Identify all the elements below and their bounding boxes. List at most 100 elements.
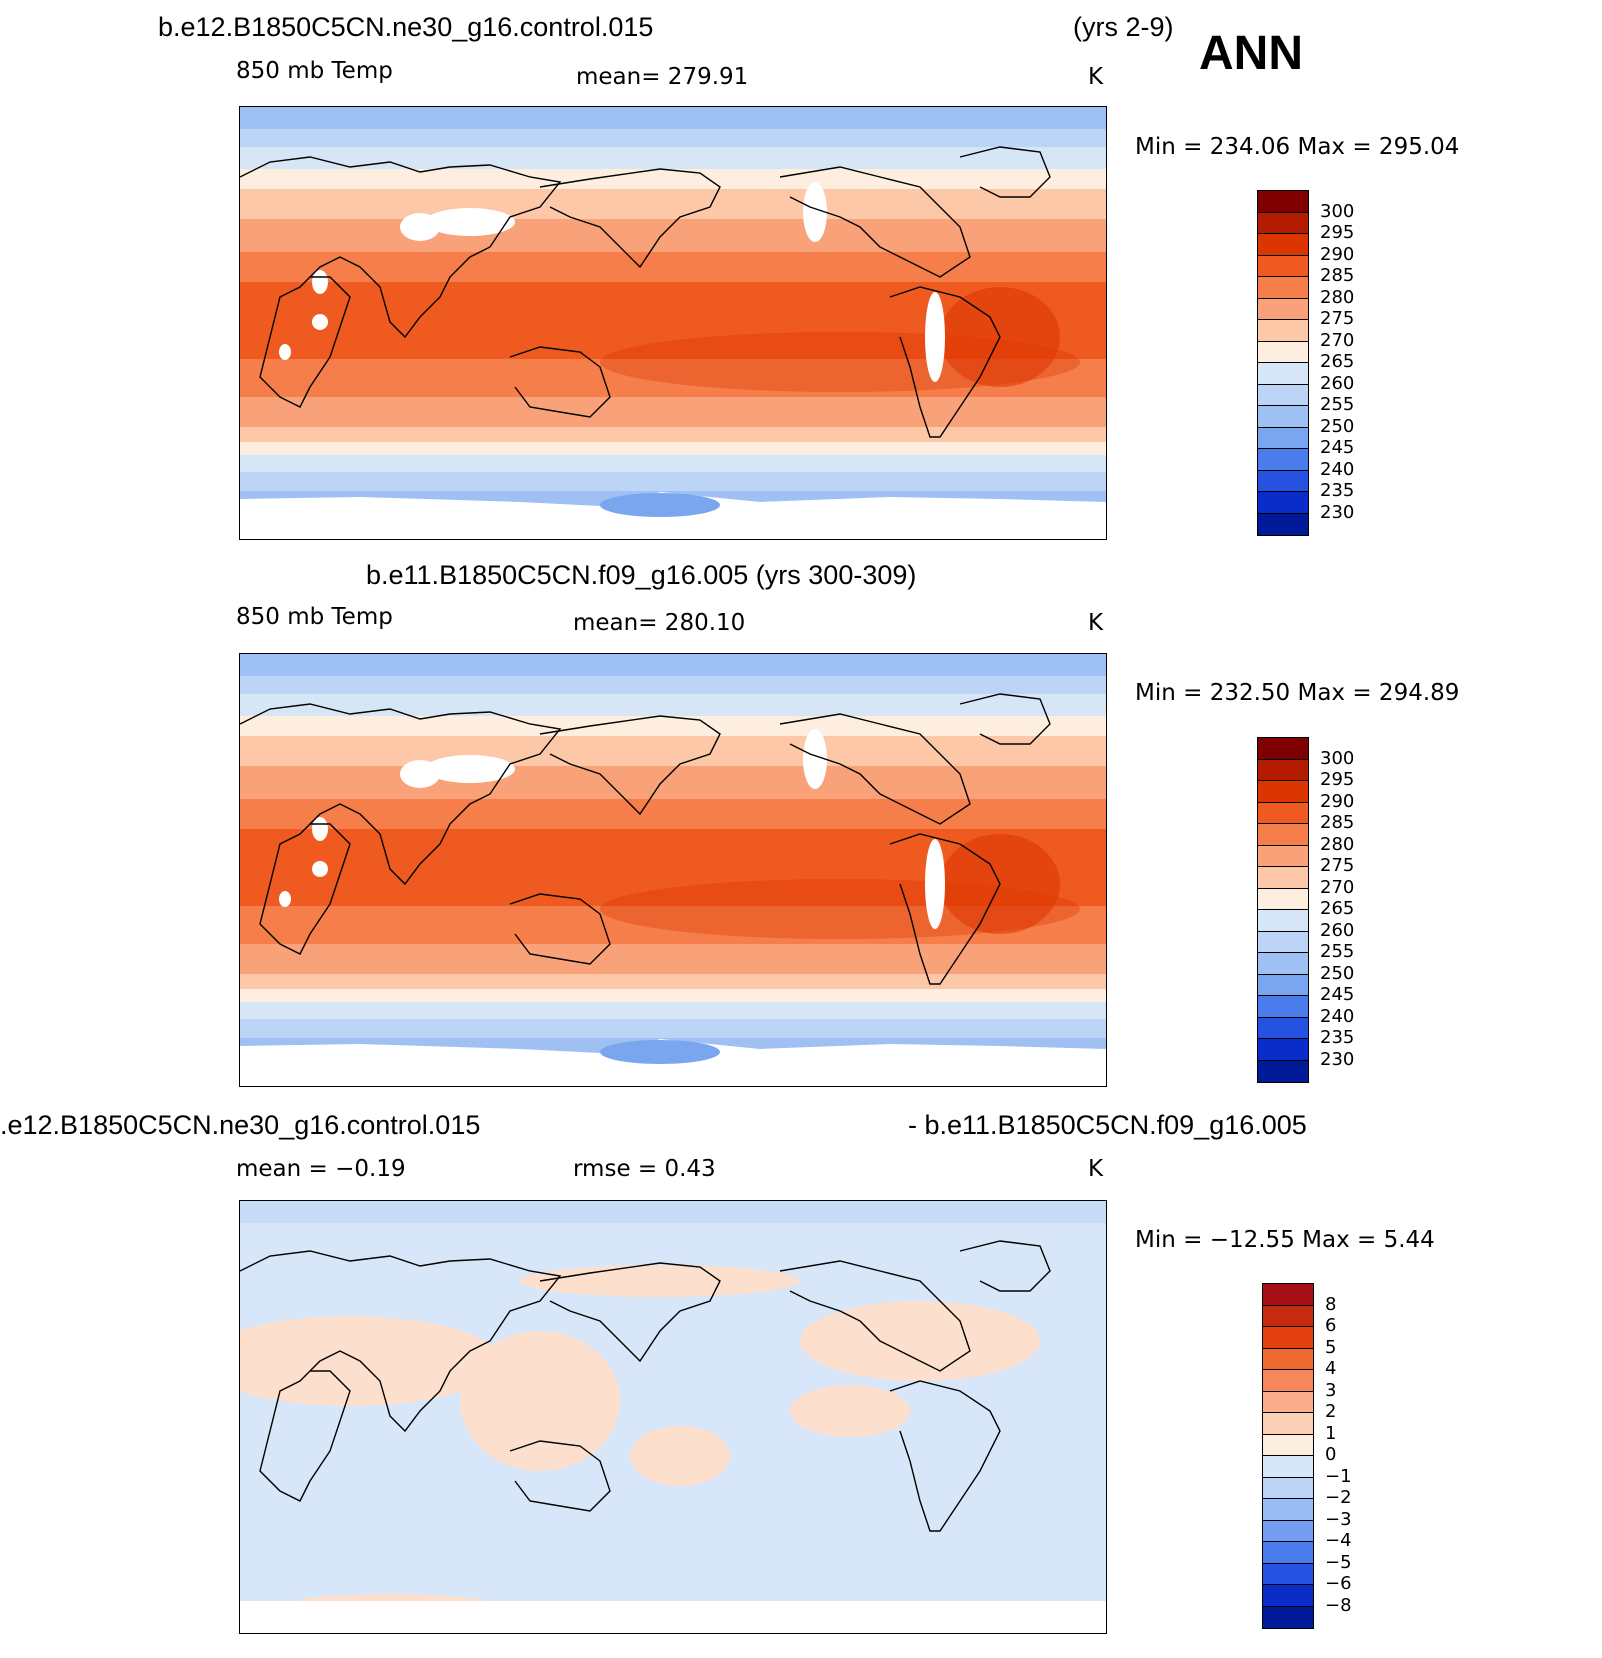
colorbar-label: −8 [1325, 1594, 1352, 1616]
temperature-band [240, 989, 1106, 1002]
colorbar-label: 250 [1320, 962, 1355, 984]
colorbar-swatch [1258, 888, 1308, 910]
positive-anomaly-region [800, 1301, 1040, 1381]
coastline [240, 1250, 562, 1502]
missing-data [312, 314, 328, 330]
colorbar-swatch [1258, 191, 1308, 213]
panel-1-map [239, 106, 1107, 540]
positive-anomaly-region [790, 1385, 910, 1437]
colorbar-swatch [1258, 341, 1308, 363]
colorbar-swatch [1258, 234, 1308, 256]
colorbar-swatch [1263, 1391, 1313, 1413]
colorbar-swatch [1263, 1563, 1313, 1585]
colorbar-swatch [1263, 1456, 1313, 1478]
panel-1-variable: 850 mb Temp [236, 58, 393, 84]
colorbar-label: 255 [1320, 394, 1355, 415]
panel-1-title-right: (yrs 2-9) [1073, 12, 1174, 42]
panel-3-title-left: .e12.B1850C5CN.ne30_g16.control.015 [0, 1110, 481, 1140]
colorbar-swatch [1263, 1327, 1313, 1349]
temperature-band [240, 944, 1106, 974]
colorbar-swatch [1258, 845, 1308, 867]
panel-2-variable: 850 mb Temp [236, 604, 393, 630]
colorbar-label: 2 [1325, 1401, 1337, 1422]
positive-anomaly-region [240, 1316, 500, 1406]
missing-data [925, 839, 945, 929]
panel-2-map-svg [240, 654, 1106, 1086]
colorbar-label: −3 [1325, 1508, 1352, 1530]
temperature-band [240, 716, 1106, 736]
colorbar-swatch [1263, 1348, 1313, 1370]
missing-data [279, 344, 291, 360]
panel-3-units: K [1088, 1156, 1104, 1182]
colorbar-swatch [1258, 470, 1308, 492]
temperature-band [240, 1019, 1106, 1038]
colorbar-label: 275 [1320, 308, 1355, 329]
colorbar-swatch [1258, 953, 1308, 975]
positive-anomaly-region [630, 1426, 730, 1486]
colorbar-label: 280 [1320, 833, 1355, 855]
panel-1-title-left: b.e12.B1850C5CN.ne30_g16.control.015 [158, 12, 654, 42]
colorbar-label: 4 [1325, 1358, 1337, 1379]
panel-3-map-svg [240, 1201, 1106, 1633]
coastline [889, 833, 1001, 985]
missing-data [312, 817, 328, 841]
colorbar-label: −1 [1325, 1465, 1352, 1487]
colorbar-label: 300 [1320, 200, 1355, 222]
temperature-band [240, 676, 1106, 694]
missing-data [803, 729, 827, 789]
coastline [959, 1240, 1051, 1292]
coastline [889, 286, 1001, 438]
coastline [539, 1262, 721, 1363]
colorbar-swatch [1258, 492, 1308, 514]
coastline [509, 346, 611, 418]
temperature-band [240, 427, 1106, 442]
colorbar-label: 260 [1320, 372, 1355, 394]
missing-data [400, 213, 440, 241]
temperature-band [240, 694, 1106, 716]
panel-2-mean: mean= 280.10 [573, 610, 746, 636]
colorbar-label: 260 [1320, 919, 1355, 941]
antarctica [240, 1601, 1106, 1633]
colorbar-swatch [1258, 781, 1308, 803]
arctic-band [240, 1201, 1106, 1223]
panel-3-colorbar [1262, 1283, 1314, 1629]
coastline [240, 703, 562, 955]
colorbar-label: 245 [1320, 984, 1355, 1005]
colorbar-swatch [1263, 1499, 1313, 1521]
colorbar-label: 295 [1320, 769, 1355, 790]
cold-region [600, 1040, 720, 1064]
colorbar-label: 285 [1320, 812, 1355, 833]
colorbar-swatch [1258, 1017, 1308, 1039]
colorbar-swatch [1258, 867, 1308, 889]
missing-data [803, 182, 827, 242]
colorbar-label: 8 [1325, 1293, 1337, 1315]
missing-data [925, 292, 945, 382]
colorbar-label: 230 [1320, 501, 1355, 523]
colorbar-swatch [1258, 212, 1308, 234]
colorbar-swatch [1258, 384, 1308, 406]
missing-data [400, 760, 440, 788]
colorbar-swatch [1258, 802, 1308, 824]
colorbar-label: −2 [1325, 1487, 1352, 1508]
panel-2-map [239, 653, 1107, 1087]
colorbar-label: 285 [1320, 265, 1355, 286]
colorbar-swatch [1258, 320, 1308, 342]
colorbar-swatch [1258, 449, 1308, 471]
colorbar-swatch [1263, 1413, 1313, 1435]
coastline [240, 156, 562, 408]
colorbar-swatch [1263, 1434, 1313, 1456]
colorbar-swatch [1258, 738, 1308, 760]
colorbar-label: −4 [1325, 1530, 1352, 1551]
coastline [509, 893, 611, 965]
temperature-band [240, 654, 1106, 676]
colorbar-label: 270 [1320, 329, 1355, 351]
panel-2-units: K [1088, 610, 1104, 636]
colorbar-label: 6 [1325, 1315, 1337, 1336]
colorbar-label: −6 [1325, 1573, 1352, 1594]
temperature-band [240, 252, 1106, 282]
temperature-band [240, 397, 1106, 427]
colorbar-swatch [1258, 759, 1308, 781]
panel-2-colorbar [1257, 737, 1309, 1083]
colorbar-label: 255 [1320, 941, 1355, 962]
season-label: ANN [1199, 27, 1303, 80]
